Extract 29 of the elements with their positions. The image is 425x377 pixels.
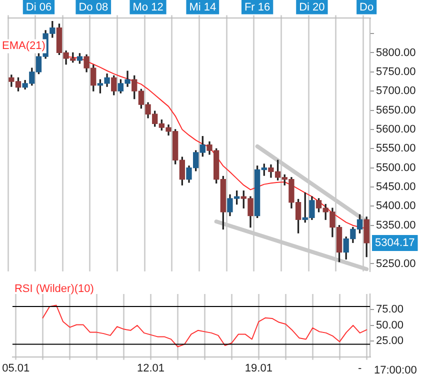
series-label: EMA(21)	[2, 40, 46, 52]
y-tick-label: 5450.00	[376, 181, 416, 194]
x-tick-label: Di 20	[299, 2, 325, 14]
y-tick-label: 5550.00	[376, 142, 416, 155]
x-tick-label: 05.01	[2, 362, 30, 374]
text: 17:00:00	[374, 364, 417, 377]
y-tick-label: 75.00	[376, 304, 404, 316]
y-tick-label: 25.00	[376, 335, 404, 348]
x-tick-label: Fr 16	[244, 2, 270, 14]
y-tick-label: 5250.00	[376, 258, 416, 270]
series-label: RSI (Wilder)(10)	[14, 283, 94, 296]
y-tick-label: 5700.00	[376, 85, 416, 98]
y-tick-label: 5800.00	[376, 46, 416, 59]
y-tick-label: 5650.00	[376, 104, 416, 116]
x-tick-label: 12.01	[136, 362, 165, 374]
x-tick-label: Di 06	[26, 2, 52, 14]
x-tick-label: -	[358, 362, 362, 374]
y-tick-label: 5500.00	[376, 162, 416, 174]
y-tick-label: 5600.00	[376, 123, 416, 136]
x-tick-label: 19.01	[244, 362, 272, 374]
y-tick-label: 5400.00	[376, 200, 416, 212]
x-tick-label: Do 08	[78, 2, 108, 14]
text: 5304.17	[375, 236, 415, 249]
x-tick-label: Mo 12	[132, 2, 164, 14]
x-tick-label: Mi 14	[189, 2, 216, 14]
x-tick-label: Do	[360, 2, 374, 14]
y-tick-label: 5350.00	[376, 219, 416, 232]
y-tick-label: 50.00	[376, 319, 404, 332]
y-tick-label: 5750.00	[376, 66, 416, 78]
